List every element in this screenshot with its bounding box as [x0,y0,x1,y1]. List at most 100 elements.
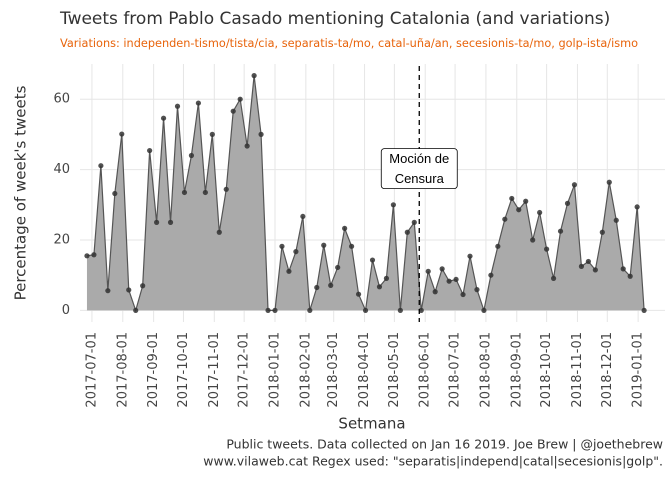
x-tick-label: 2018-11-01 [570,332,585,408]
x-axis-label: Setmana [338,415,405,433]
point [140,283,146,289]
point [460,291,466,298]
y-axis-label: Percentage of week's tweets [12,85,30,300]
point [195,100,201,106]
point [126,287,132,293]
point [251,73,257,79]
point [620,266,626,272]
point [634,204,640,210]
point [174,103,181,109]
y-tick-label: 40 [53,162,70,177]
point [439,266,445,272]
point [167,219,174,225]
point [286,268,292,274]
point [544,246,550,252]
x-tick-label: 2017-12-01 [237,332,252,408]
point [613,217,619,223]
chart-title: Tweets from Pablo Casado mentioning Cata… [59,9,610,29]
point [244,143,250,149]
caption: www.vilaweb.cat Regex used: "separatis|i… [203,454,663,469]
point [154,219,160,225]
point [335,264,341,271]
point [495,243,501,249]
point [188,152,195,159]
point [432,289,438,295]
x-tick-label: 2017-07-01 [84,332,99,408]
point [133,307,139,313]
x-tick-label: 2018-01-01 [268,332,283,408]
point [564,200,571,206]
x-tick-label: 2018-08-01 [478,332,493,408]
point [84,253,90,259]
point [237,96,243,102]
point [397,307,403,313]
point [98,163,104,169]
point [307,307,313,313]
x-tick-label: 2018-06-01 [418,332,433,408]
x-tick-label: 2018-07-01 [448,332,463,408]
point [321,242,327,248]
x-tick-label: 2017-11-01 [207,332,222,408]
point [606,179,612,185]
point [279,243,285,249]
point [557,228,564,234]
point [585,258,591,265]
point [112,190,118,197]
point [376,284,383,290]
point [160,115,167,121]
x-tick-label: 2018-05-01 [387,332,402,408]
point [578,263,585,269]
point [328,282,334,288]
x-tick-label: 2018-09-01 [509,332,524,408]
point [467,253,473,259]
point [537,209,543,216]
x-tick-label: 2017-10-01 [176,332,191,408]
point [383,275,390,281]
point [355,291,362,297]
point [411,219,417,225]
point [523,198,529,204]
point [571,182,578,188]
point [446,278,452,284]
y-tick-label: 20 [53,232,70,247]
point [223,186,229,192]
point [516,207,522,213]
point [216,229,222,235]
x-tick-label: 2017-08-01 [115,332,130,408]
y-tick-label: 60 [53,92,70,107]
x-tick-label: 2018-10-01 [539,332,554,408]
x-tick-label: 2018-04-01 [357,332,372,408]
point [293,249,299,255]
point [425,268,431,274]
point [502,216,508,222]
point [641,307,647,313]
point [592,267,598,273]
point [474,287,480,293]
point [481,307,487,313]
annotation-label: Censura [395,171,445,186]
point [258,131,264,137]
point [530,237,536,243]
point [265,307,271,313]
point [599,229,605,235]
caption: Public tweets. Data collected on Jan 16 … [226,437,663,452]
chart-subtitle: Variations: independen-tismo/tista/cia, … [60,37,638,50]
point [119,131,125,137]
point [390,202,396,208]
point [314,284,320,291]
point [91,252,97,258]
x-tick-label: 2018-03-01 [326,332,341,408]
area [86,75,645,311]
point [453,276,459,283]
point [300,213,306,220]
point [342,225,348,231]
point [209,131,215,137]
point [627,273,633,279]
annotation-label: Moción de [389,151,449,166]
point [230,108,236,114]
point [550,275,557,281]
x-tick-label: 2018-12-01 [600,332,615,408]
point [369,257,376,263]
point [272,307,278,313]
